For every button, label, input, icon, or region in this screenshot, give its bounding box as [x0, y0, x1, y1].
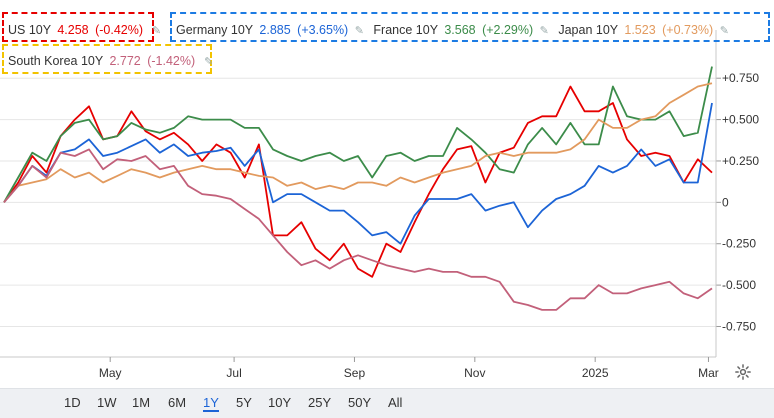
- legend-south-korea-value: 2.772: [109, 54, 141, 68]
- range-button-10y[interactable]: 10Y: [268, 395, 292, 410]
- x-tick-label: Sep: [344, 366, 366, 380]
- y-tick-label: 0: [722, 195, 729, 209]
- y-tick-label: -0.250: [722, 237, 756, 251]
- legend-south-korea-10y[interactable]: South Korea 10Y 2.772 (-1.42%) ✎: [2, 44, 214, 74]
- series-line-japan: [3, 82, 713, 203]
- x-tick-label: May: [99, 366, 122, 380]
- range-button-1d[interactable]: 1D: [64, 395, 81, 410]
- legend-japan-value: 1.523: [624, 23, 656, 37]
- pencil-icon[interactable]: ✎: [354, 25, 364, 37]
- legend-us-change: (-0.42%): [95, 23, 144, 37]
- range-button-all[interactable]: All: [388, 395, 403, 410]
- series-line-south-korea: [3, 148, 713, 311]
- legend-south-korea-change: (-1.42%): [147, 54, 196, 68]
- range-button-6m[interactable]: 6M: [168, 395, 187, 410]
- y-tick-label: +0.750: [722, 71, 759, 85]
- legend-japan-name: Japan 10Y: [558, 23, 618, 37]
- range-button-1w[interactable]: 1W: [97, 395, 117, 410]
- grid-lines: [0, 77, 716, 327]
- x-axis: May Jul Sep Nov 2025 Mar: [0, 30, 719, 380]
- pencil-icon[interactable]: ✎: [539, 25, 549, 37]
- y-tick-label: -0.750: [722, 319, 756, 333]
- pencil-icon[interactable]: ✎: [152, 25, 162, 37]
- legend-japan-change: (+0.73%): [662, 23, 714, 37]
- series-line-france: [3, 66, 713, 203]
- range-button-5y[interactable]: 5Y: [236, 395, 252, 410]
- x-tick-label: Nov: [464, 366, 485, 380]
- y-tick-label: +0.250: [722, 154, 759, 168]
- pencil-icon[interactable]: ✎: [719, 25, 729, 37]
- legend-south-korea-name: South Korea 10Y: [8, 54, 103, 68]
- legend-us-name: US 10Y: [8, 23, 51, 37]
- series-line-us: [3, 85, 713, 278]
- legend-us-10y[interactable]: US 10Y 4.258 (-0.42%) ✎: [2, 12, 161, 42]
- legend-germany-value: 2.885: [259, 23, 291, 37]
- range-selector: 1D 1W 1M 6M 1Y 5Y 10Y 25Y 50Y All: [0, 388, 774, 418]
- range-button-25y[interactable]: 25Y: [308, 395, 332, 410]
- series-lines: [3, 66, 713, 311]
- series-line-germany: [3, 102, 713, 245]
- gear-icon[interactable]: [734, 363, 752, 381]
- range-button-1m[interactable]: 1M: [132, 395, 151, 410]
- legend-us-value: 4.258: [57, 23, 89, 37]
- x-tick-label: Mar: [698, 366, 719, 380]
- legend-france-name: France 10Y: [373, 23, 438, 37]
- legend-france-value: 3.568: [444, 23, 476, 37]
- chart-area[interactable]: +0.750 +0.500 +0.250 0 -0.250 -0.500 -0.750 Ma…: [0, 0, 774, 388]
- range-button-1y[interactable]: 1Y: [203, 395, 219, 412]
- y-tick-label: +0.500: [722, 113, 759, 127]
- legend-europe-japan[interactable]: Germany 10Y 2.885 (+3.65%) ✎ France 10Y …: [170, 12, 770, 42]
- pencil-icon[interactable]: ✎: [204, 56, 214, 68]
- legend-germany-name: Germany 10Y: [176, 23, 253, 37]
- legend-france-change: (+2.29%): [482, 23, 534, 37]
- x-tick-label: 2025: [582, 366, 609, 380]
- x-tick-label: Jul: [226, 366, 241, 380]
- legend-germany-change: (+3.65%): [297, 23, 349, 37]
- y-axis: +0.750 +0.500 +0.250 0 -0.250 -0.500 -0.750: [716, 71, 759, 333]
- range-button-50y[interactable]: 50Y: [348, 395, 372, 410]
- y-tick-label: -0.500: [722, 278, 756, 292]
